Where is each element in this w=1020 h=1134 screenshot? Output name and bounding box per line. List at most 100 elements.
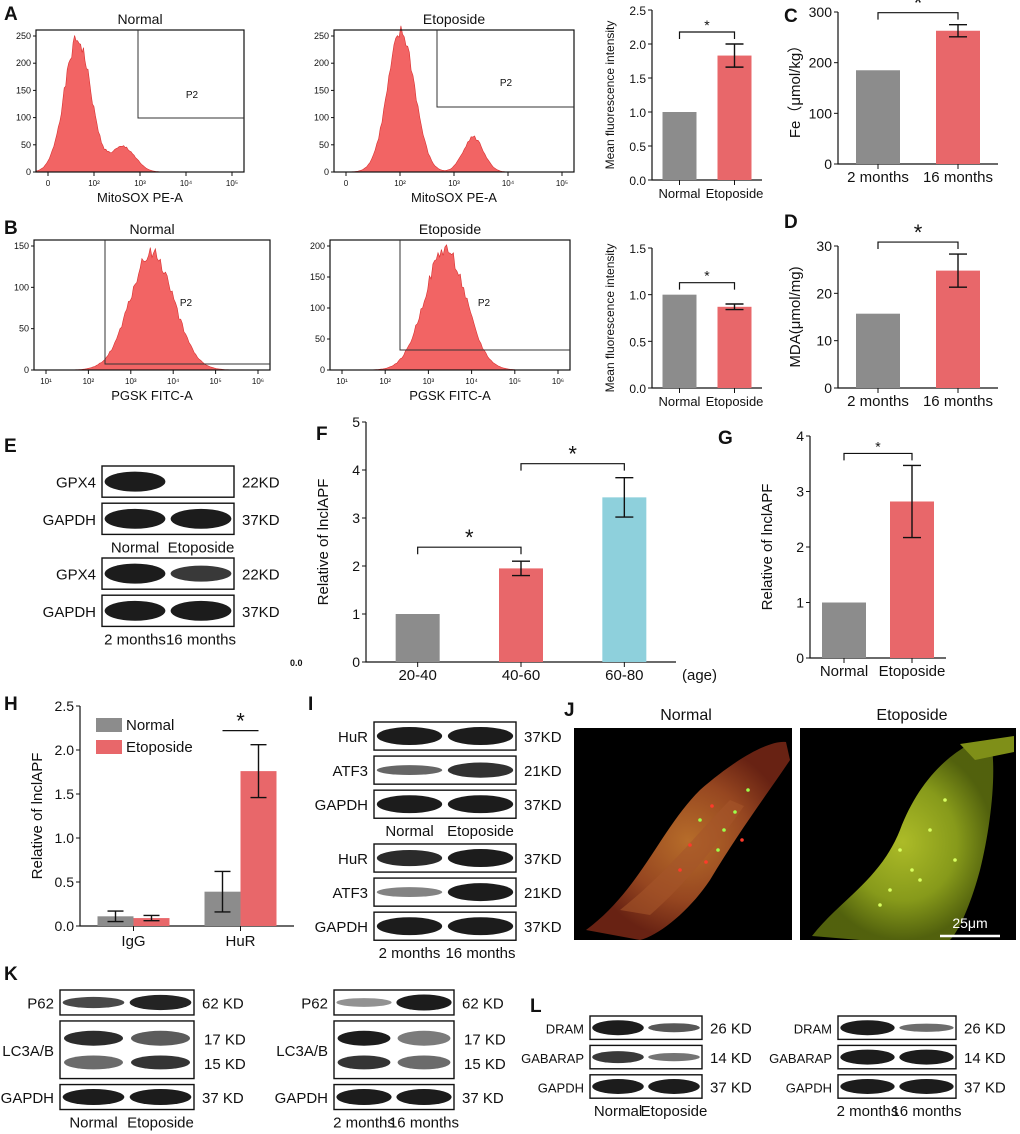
ytick-label: 0: [24, 365, 29, 375]
bar-chart-d-mda: 0 10 20 30 MDA(μmol/mg) 2 months 16 months *: [787, 220, 998, 410]
band-gapdh: [592, 1079, 644, 1094]
band-lc3-ii: [131, 1055, 190, 1070]
blot-row-label: GAPDH: [786, 1081, 832, 1096]
xtick-label: 10²: [379, 377, 391, 386]
punctum: [716, 848, 720, 852]
ytick-label: 150: [14, 241, 29, 251]
panel-label-k: K: [4, 964, 18, 985]
ytick-label: 0.5: [629, 140, 646, 154]
blot-lane-label: 2 months: [837, 1103, 899, 1120]
blot-row-label: P62: [27, 995, 54, 1012]
band-gapdh: [396, 1089, 452, 1106]
sig-star: *: [914, 0, 923, 16]
band-gabarap: [899, 1049, 954, 1065]
ytick-label: 10: [816, 333, 832, 349]
band-gapdh: [376, 917, 443, 936]
band-gabarap: [592, 1051, 644, 1064]
ytick-label: 1: [352, 606, 360, 622]
micrograph-normal: Normal: [574, 707, 792, 940]
ytick-label: 0: [352, 654, 360, 670]
gate-line: [399, 240, 570, 351]
blot-kd-label: 17 KD: [204, 1031, 246, 1048]
flow-histogram-b-normal: Normal P2 0 50 100 150 10¹ 10² 10³ 10⁴ 10⁵ 10⁶ PGSK …: [14, 221, 271, 403]
panel-label-c: C: [784, 6, 798, 27]
blot-lane-label: 2 months: [379, 945, 441, 962]
bar-chart-f-age: 0 1 2 3 4 5 Relative of lnclAPF 20-40 40-60 60-80…: [290, 414, 717, 684]
band-atf3: [376, 765, 443, 776]
ytick-label: 0.0: [55, 918, 75, 934]
ytick-label: 2.5: [55, 698, 75, 714]
flow-histogram: [334, 25, 574, 173]
bar-etoposide-igg: [133, 918, 170, 926]
blot-kd-label: 37 KD: [964, 1080, 1006, 1097]
blot-lane-label: Etoposide: [447, 823, 514, 840]
ytick-label: 3: [796, 484, 804, 500]
ytick-label: 1.0: [629, 106, 646, 120]
ytick-label: 100: [809, 105, 833, 121]
band-p62: [336, 998, 392, 1007]
ytick-label: 100: [16, 113, 31, 123]
blot-lane-label: Normal: [594, 1103, 642, 1120]
band-gabarap: [648, 1052, 700, 1062]
error-bar: [214, 870, 231, 913]
band-lc3-i: [131, 1030, 190, 1046]
xtick-label: 10⁵: [226, 179, 238, 188]
xtick-label: IgG: [121, 933, 145, 950]
xtick-label: 10³: [125, 377, 137, 386]
ytick-label: 250: [314, 31, 329, 41]
gate-line: [104, 240, 270, 365]
micrograph-title-etoposide: Etoposide: [876, 707, 947, 724]
ytick-label: 1.0: [629, 289, 646, 303]
sig-star: *: [704, 268, 710, 284]
blot-row-label: LC3A/B: [2, 1043, 54, 1060]
blot-kd-label: 22KD: [242, 475, 280, 492]
flow-xlabel: MitoSOX PE-A: [411, 190, 497, 205]
band-gpx4: [170, 565, 232, 582]
xtick-label: 2 months: [847, 169, 909, 186]
ytick-label: 1.5: [629, 72, 646, 86]
bar-16-months: [936, 30, 980, 164]
ytick-label: 0: [320, 365, 325, 375]
band-gapdh: [899, 1079, 954, 1094]
bar-normal: [662, 112, 697, 180]
bar-etoposide: [717, 306, 752, 388]
flow-title: Etoposide: [423, 11, 485, 27]
blot-kd-label: 21KD: [524, 885, 562, 902]
blot-kd-label: 62 KD: [462, 995, 504, 1012]
flow-histogram-b-etoposide: Etoposide P2 0 50 100 150 200 10¹ 10² 10³ 10⁴ 10⁵ 10…: [310, 221, 571, 403]
ytick-label: 150: [314, 85, 329, 95]
blot-row-label: GAPDH: [275, 1090, 328, 1107]
sig-bracket: [877, 241, 959, 250]
micrograph-etoposide: Etoposide 25μm: [800, 707, 1016, 940]
ytick-label: 0.5: [629, 335, 646, 349]
sig-bracket: [417, 546, 522, 555]
ytick-label: 2.0: [55, 742, 75, 758]
ytick-label: 2.0: [629, 38, 646, 52]
gate-line: [436, 30, 574, 108]
ytick-label: 200: [310, 241, 325, 251]
ytick-label: 2.5: [629, 4, 646, 18]
xtick-label: 10⁵: [509, 377, 521, 386]
band-lc3-ii: [337, 1055, 391, 1070]
panel-label-a: A: [4, 4, 18, 25]
ytick-label: 4: [352, 462, 360, 478]
bar-40-60: [499, 568, 543, 662]
ylabel: Mean fluorescence intensity: [603, 244, 617, 393]
ytick-label: 0: [824, 380, 832, 396]
punctum: [740, 838, 744, 842]
ytick-label: 0: [796, 650, 804, 666]
flow-histogram: [330, 244, 570, 371]
band-gapdh: [447, 795, 514, 814]
error-bar: [512, 560, 530, 577]
blot-kd-label: 37KD: [524, 797, 562, 814]
blot-lane-label: 2 months: [104, 631, 166, 648]
band-p62: [62, 996, 125, 1009]
blot-kd-label: 37KD: [242, 604, 280, 621]
blot-row-label: GAPDH: [43, 604, 96, 621]
band-lc3-ii: [397, 1055, 451, 1070]
blot-row-label: DRAM: [794, 1022, 832, 1037]
ytick-label: 0.0: [629, 382, 646, 396]
western-blot-l-etoposide: DRAM 26 KD GABARAP 14 KD GAPDH 37 KD NormalEto…: [521, 1015, 752, 1120]
ytick-label: 2: [352, 558, 360, 574]
